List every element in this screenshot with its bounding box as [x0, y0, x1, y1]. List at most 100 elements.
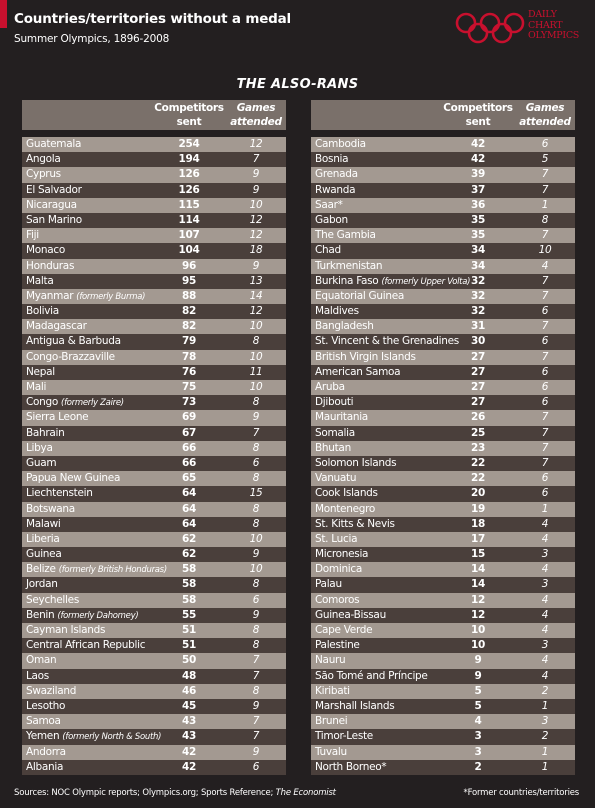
table-row: Guam 66 6 — [22, 455, 286, 472]
competitors-value: 26 — [470, 411, 485, 424]
competitors-value: 31 — [470, 320, 485, 333]
games-value: 6 — [541, 472, 549, 485]
table-row: Comoros 12 4 — [311, 592, 575, 608]
competitors-value: 75 — [181, 381, 196, 393]
competitors-value: 194 — [178, 153, 200, 166]
country-name: San Marino — [26, 213, 82, 226]
competitors-value: 96 — [181, 259, 196, 272]
games-value: 18 — [249, 244, 263, 257]
competitors-value: 73 — [181, 396, 196, 409]
country-name: Papua New Guinea — [26, 472, 121, 485]
competitors-value: 12 — [470, 593, 485, 606]
table-row: Liechtenstein 64 15 — [22, 486, 286, 502]
games-value: 7 — [541, 441, 549, 454]
table-row: Cambodia 42 6 — [311, 137, 575, 153]
country-name: Liechtenstein — [26, 487, 93, 500]
country-name: Congo-Brazzaville — [26, 350, 115, 363]
table-row: Bangladesh 31 7 — [311, 319, 575, 335]
games-value: 1 — [541, 699, 549, 712]
column-header-band: Competitors sent Games attended — [22, 100, 286, 130]
competitors-value: 50 — [181, 654, 196, 667]
competitors-value: 32 — [470, 274, 485, 287]
country-name: Bosnia — [315, 153, 349, 166]
table-row: Malta 95 13 — [22, 273, 286, 289]
competitors-value: 9 — [474, 654, 482, 667]
games-value: 12 — [249, 229, 263, 242]
table-row: Malawi 64 8 — [22, 516, 286, 532]
table-row: Madagascar 82 10 — [22, 319, 286, 335]
competitors-value: 34 — [470, 244, 485, 257]
games-value: 4 — [541, 654, 549, 667]
competitors-value: 69 — [181, 411, 196, 424]
games-value: 9 — [252, 411, 260, 424]
table-row: Swaziland 46 8 — [22, 683, 286, 699]
table-row: Cayman Islands 51 8 — [22, 623, 286, 639]
former-name-note: (formerly Upper Volta) — [381, 276, 471, 287]
country-name: Bangladesh — [315, 320, 374, 333]
competitors-value: 107 — [178, 229, 200, 242]
country-name: Micronesia — [315, 548, 369, 561]
competitors-value: 46 — [181, 684, 196, 697]
country-name: Congo (formerly Zaire) — [26, 396, 124, 409]
competitors-value: 32 — [470, 305, 485, 318]
column-header-line: sent — [465, 116, 491, 128]
competitors-value: 27 — [470, 381, 485, 393]
table-row: The Gambia 35 7 — [311, 228, 575, 244]
competitors-value: 14 — [470, 563, 485, 576]
games-value: 4 — [541, 669, 549, 682]
competitors-value: 254 — [178, 138, 200, 150]
country-name: Vanuatu — [315, 472, 357, 485]
table-row: Belize (formerly British Honduras) 58 10 — [22, 562, 286, 578]
games-value: 2 — [541, 684, 549, 697]
table-rows: Guatemala 254 12 Angola 194 7 Cyprus 126 9 El Sal… — [22, 137, 286, 775]
games-value: 4 — [541, 517, 549, 530]
table-row: Guinea 62 9 — [22, 547, 286, 563]
daily-chart-olympics-brand: DAILY CHART OLYMPICS — [528, 9, 580, 42]
games-value: 10 — [249, 532, 263, 545]
country-name: Grenada — [315, 168, 358, 181]
games-value: 7 — [252, 654, 260, 667]
games-value: 7 — [541, 274, 549, 287]
competitors-value: 23 — [470, 441, 485, 454]
competitors-value: 43 — [181, 715, 196, 728]
country-name: Seychelles — [26, 593, 79, 606]
games-value: 8 — [252, 396, 260, 409]
competitors-value: 43 — [181, 730, 196, 743]
competitors-value: 32 — [470, 289, 485, 302]
games-value: 7 — [541, 229, 549, 242]
brand-line: OLYMPICS — [528, 30, 580, 41]
table-row: Andorra 42 9 — [22, 744, 286, 760]
games-value: 8 — [252, 624, 260, 636]
country-name: Montenegro — [315, 502, 376, 515]
competitors-value: 76 — [181, 365, 196, 378]
table-row: Burkina Faso (formerly Upper Volta) 32 7 — [311, 273, 575, 289]
competitors-value: 4 — [474, 715, 482, 728]
sources-text: Sources: NOC Olympic reports; Olympics.o… — [14, 788, 276, 798]
country-name: Burkina Faso (formerly Upper Volta) — [315, 274, 471, 287]
table-row: Chad 34 10 — [311, 243, 575, 259]
country-name: Mauritania — [315, 411, 368, 424]
sources-italic: The Economist — [275, 788, 336, 798]
country-name: St. Lucia — [315, 532, 358, 545]
competitors-value: 27 — [470, 396, 485, 409]
competitors-value: 35 — [470, 229, 485, 242]
country-name: Jordan — [26, 578, 58, 591]
table-row: Somalia 25 7 — [311, 425, 575, 441]
games-value: 13 — [249, 274, 263, 287]
competitors-value: 34 — [470, 259, 485, 272]
table-row: Papua New Guinea 65 8 — [22, 471, 286, 487]
table-row: Jordan 58 8 — [22, 577, 286, 593]
right-table: Competitors sent Games attended Cambodia… — [311, 100, 575, 781]
table-row: Mauritania 26 7 — [311, 410, 575, 426]
chart-subtitle: Summer Olympics, 1896-2008 — [14, 33, 170, 45]
games-value: 8 — [252, 472, 260, 485]
country-name: Bhutan — [315, 441, 351, 454]
footnote: *Former countries/territories — [463, 788, 580, 798]
country-name: Benin (formerly Dahomey) — [26, 608, 139, 621]
column-header-line: sent — [176, 116, 202, 128]
competitors-value: 126 — [178, 168, 200, 181]
country-name: Lesotho — [26, 699, 66, 712]
table-rows: Cambodia 42 6 Bosnia 42 5 Grenada 39 7 Rwanda 37 7 S… — [311, 137, 575, 775]
table-row: Guatemala 254 12 — [22, 137, 286, 153]
games-value: 7 — [252, 715, 260, 728]
